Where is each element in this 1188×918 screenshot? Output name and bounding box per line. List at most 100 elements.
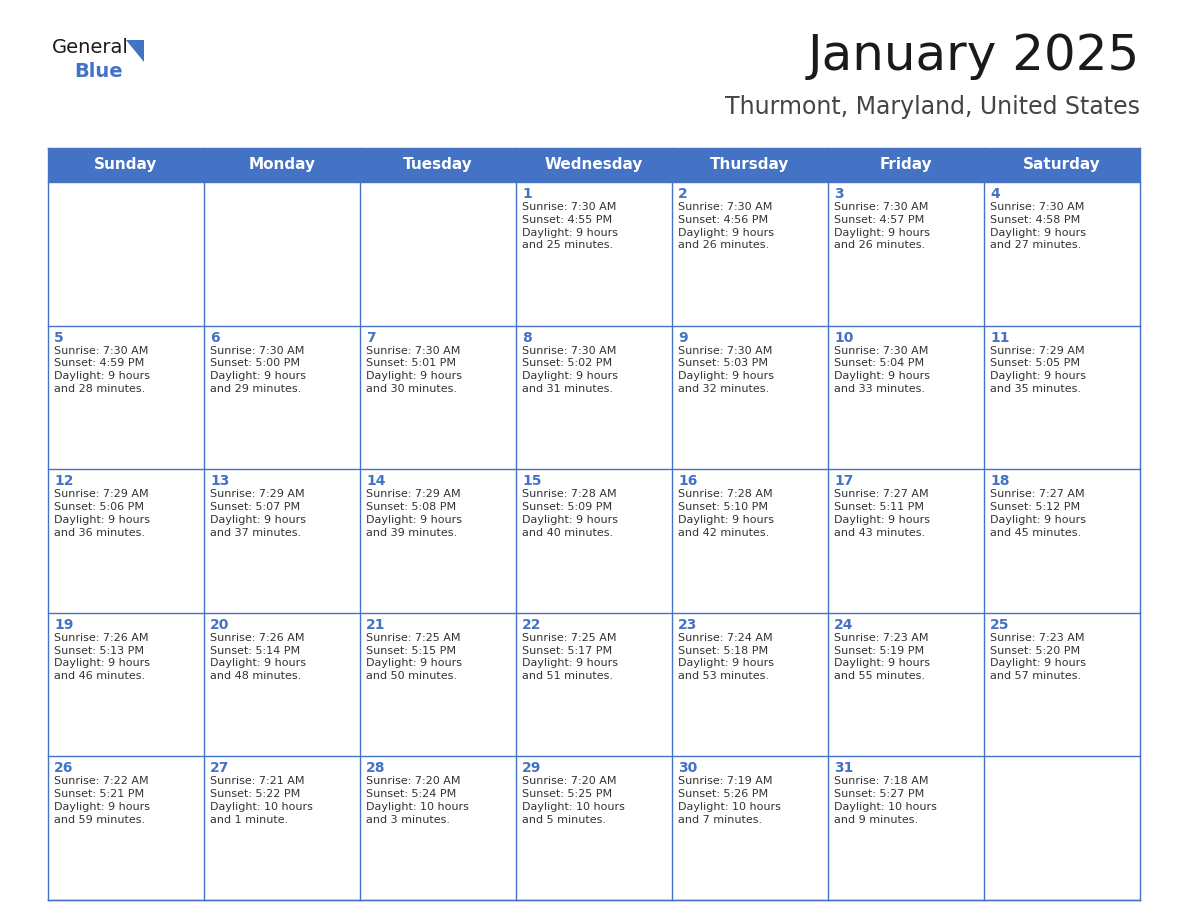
Bar: [984, 469, 1140, 613]
Polygon shape: [126, 40, 144, 62]
Bar: [984, 613, 1140, 756]
Text: 21: 21: [366, 618, 385, 632]
Text: 25: 25: [990, 618, 1010, 632]
Text: Sunrise: 7:30 AM
Sunset: 5:03 PM
Daylight: 9 hours
and 32 minutes.: Sunrise: 7:30 AM Sunset: 5:03 PM Dayligh…: [678, 345, 775, 394]
Bar: [984, 326, 1140, 469]
Text: Sunrise: 7:30 AM
Sunset: 4:56 PM
Daylight: 9 hours
and 26 minutes.: Sunrise: 7:30 AM Sunset: 4:56 PM Dayligh…: [678, 202, 775, 251]
Bar: [204, 469, 360, 613]
Text: Sunrise: 7:23 AM
Sunset: 5:19 PM
Daylight: 9 hours
and 55 minutes.: Sunrise: 7:23 AM Sunset: 5:19 PM Dayligh…: [834, 633, 930, 681]
Bar: [828, 182, 984, 326]
Text: 5: 5: [53, 330, 64, 344]
Text: 22: 22: [522, 618, 542, 632]
Text: 30: 30: [678, 761, 697, 776]
Bar: [204, 756, 360, 900]
Text: Sunrise: 7:30 AM
Sunset: 5:02 PM
Daylight: 9 hours
and 31 minutes.: Sunrise: 7:30 AM Sunset: 5:02 PM Dayligh…: [522, 345, 618, 394]
Text: Sunrise: 7:27 AM
Sunset: 5:11 PM
Daylight: 9 hours
and 43 minutes.: Sunrise: 7:27 AM Sunset: 5:11 PM Dayligh…: [834, 489, 930, 538]
Bar: [828, 326, 984, 469]
Bar: [204, 182, 360, 326]
Text: 26: 26: [53, 761, 74, 776]
Text: Sunrise: 7:29 AM
Sunset: 5:07 PM
Daylight: 9 hours
and 37 minutes.: Sunrise: 7:29 AM Sunset: 5:07 PM Dayligh…: [210, 489, 307, 538]
Text: Blue: Blue: [74, 62, 122, 81]
Bar: [516, 469, 672, 613]
Text: Sunrise: 7:28 AM
Sunset: 5:09 PM
Daylight: 9 hours
and 40 minutes.: Sunrise: 7:28 AM Sunset: 5:09 PM Dayligh…: [522, 489, 618, 538]
Text: Thursday: Thursday: [710, 158, 790, 173]
Text: Sunrise: 7:25 AM
Sunset: 5:15 PM
Daylight: 9 hours
and 50 minutes.: Sunrise: 7:25 AM Sunset: 5:15 PM Dayligh…: [366, 633, 462, 681]
Bar: [204, 613, 360, 756]
Text: Sunrise: 7:23 AM
Sunset: 5:20 PM
Daylight: 9 hours
and 57 minutes.: Sunrise: 7:23 AM Sunset: 5:20 PM Dayligh…: [990, 633, 1086, 681]
Text: Sunrise: 7:24 AM
Sunset: 5:18 PM
Daylight: 9 hours
and 53 minutes.: Sunrise: 7:24 AM Sunset: 5:18 PM Dayligh…: [678, 633, 775, 681]
Text: Sunrise: 7:26 AM
Sunset: 5:13 PM
Daylight: 9 hours
and 46 minutes.: Sunrise: 7:26 AM Sunset: 5:13 PM Dayligh…: [53, 633, 150, 681]
Text: 16: 16: [678, 475, 697, 488]
Bar: [516, 613, 672, 756]
Text: 12: 12: [53, 475, 74, 488]
Text: Sunrise: 7:19 AM
Sunset: 5:26 PM
Daylight: 10 hours
and 7 minutes.: Sunrise: 7:19 AM Sunset: 5:26 PM Dayligh…: [678, 777, 781, 824]
Bar: [672, 613, 828, 756]
Bar: [48, 756, 204, 900]
Text: Sunrise: 7:29 AM
Sunset: 5:06 PM
Daylight: 9 hours
and 36 minutes.: Sunrise: 7:29 AM Sunset: 5:06 PM Dayligh…: [53, 489, 150, 538]
Text: Sunrise: 7:18 AM
Sunset: 5:27 PM
Daylight: 10 hours
and 9 minutes.: Sunrise: 7:18 AM Sunset: 5:27 PM Dayligh…: [834, 777, 937, 824]
Text: 7: 7: [366, 330, 375, 344]
Text: Sunrise: 7:28 AM
Sunset: 5:10 PM
Daylight: 9 hours
and 42 minutes.: Sunrise: 7:28 AM Sunset: 5:10 PM Dayligh…: [678, 489, 775, 538]
Bar: [48, 326, 204, 469]
Text: 27: 27: [210, 761, 229, 776]
Text: Sunrise: 7:21 AM
Sunset: 5:22 PM
Daylight: 10 hours
and 1 minute.: Sunrise: 7:21 AM Sunset: 5:22 PM Dayligh…: [210, 777, 312, 824]
Text: Sunrise: 7:27 AM
Sunset: 5:12 PM
Daylight: 9 hours
and 45 minutes.: Sunrise: 7:27 AM Sunset: 5:12 PM Dayligh…: [990, 489, 1086, 538]
Text: General: General: [52, 38, 128, 57]
Text: 8: 8: [522, 330, 532, 344]
Text: 15: 15: [522, 475, 542, 488]
Bar: [360, 613, 516, 756]
Text: Tuesday: Tuesday: [403, 158, 473, 173]
Bar: [516, 756, 672, 900]
Text: Wednesday: Wednesday: [545, 158, 643, 173]
Bar: [672, 469, 828, 613]
Text: 23: 23: [678, 618, 697, 632]
Text: 24: 24: [834, 618, 853, 632]
Text: 31: 31: [834, 761, 853, 776]
Text: Sunrise: 7:22 AM
Sunset: 5:21 PM
Daylight: 9 hours
and 59 minutes.: Sunrise: 7:22 AM Sunset: 5:21 PM Dayligh…: [53, 777, 150, 824]
Bar: [360, 326, 516, 469]
Text: Sunrise: 7:25 AM
Sunset: 5:17 PM
Daylight: 9 hours
and 51 minutes.: Sunrise: 7:25 AM Sunset: 5:17 PM Dayligh…: [522, 633, 618, 681]
Text: Sunrise: 7:20 AM
Sunset: 5:25 PM
Daylight: 10 hours
and 5 minutes.: Sunrise: 7:20 AM Sunset: 5:25 PM Dayligh…: [522, 777, 625, 824]
Text: Sunrise: 7:29 AM
Sunset: 5:08 PM
Daylight: 9 hours
and 39 minutes.: Sunrise: 7:29 AM Sunset: 5:08 PM Dayligh…: [366, 489, 462, 538]
Text: 11: 11: [990, 330, 1010, 344]
Bar: [360, 756, 516, 900]
Bar: [48, 613, 204, 756]
Bar: [360, 182, 516, 326]
Bar: [984, 182, 1140, 326]
Text: 10: 10: [834, 330, 853, 344]
Bar: [672, 182, 828, 326]
Bar: [828, 756, 984, 900]
Text: Sunrise: 7:30 AM
Sunset: 4:58 PM
Daylight: 9 hours
and 27 minutes.: Sunrise: 7:30 AM Sunset: 4:58 PM Dayligh…: [990, 202, 1086, 251]
Text: January 2025: January 2025: [808, 32, 1140, 80]
Text: Friday: Friday: [879, 158, 933, 173]
Text: 18: 18: [990, 475, 1010, 488]
Bar: [828, 469, 984, 613]
Text: 14: 14: [366, 475, 385, 488]
Text: 19: 19: [53, 618, 74, 632]
Text: 9: 9: [678, 330, 688, 344]
Text: Sunrise: 7:30 AM
Sunset: 5:04 PM
Daylight: 9 hours
and 33 minutes.: Sunrise: 7:30 AM Sunset: 5:04 PM Dayligh…: [834, 345, 930, 394]
Bar: [48, 182, 204, 326]
Bar: [828, 613, 984, 756]
Text: Sunrise: 7:30 AM
Sunset: 5:00 PM
Daylight: 9 hours
and 29 minutes.: Sunrise: 7:30 AM Sunset: 5:00 PM Dayligh…: [210, 345, 307, 394]
Text: 6: 6: [210, 330, 220, 344]
Text: Sunday: Sunday: [94, 158, 158, 173]
Bar: [48, 469, 204, 613]
Text: 1: 1: [522, 187, 532, 201]
Text: 3: 3: [834, 187, 843, 201]
Bar: [672, 756, 828, 900]
Bar: [672, 326, 828, 469]
Text: 4: 4: [990, 187, 1000, 201]
Text: Thurmont, Maryland, United States: Thurmont, Maryland, United States: [725, 95, 1140, 119]
Text: 2: 2: [678, 187, 688, 201]
Text: Sunrise: 7:30 AM
Sunset: 4:55 PM
Daylight: 9 hours
and 25 minutes.: Sunrise: 7:30 AM Sunset: 4:55 PM Dayligh…: [522, 202, 618, 251]
Text: Sunrise: 7:30 AM
Sunset: 4:57 PM
Daylight: 9 hours
and 26 minutes.: Sunrise: 7:30 AM Sunset: 4:57 PM Dayligh…: [834, 202, 930, 251]
Text: 20: 20: [210, 618, 229, 632]
Text: Saturday: Saturday: [1023, 158, 1101, 173]
Bar: [360, 469, 516, 613]
Text: Sunrise: 7:26 AM
Sunset: 5:14 PM
Daylight: 9 hours
and 48 minutes.: Sunrise: 7:26 AM Sunset: 5:14 PM Dayligh…: [210, 633, 307, 681]
Text: Sunrise: 7:20 AM
Sunset: 5:24 PM
Daylight: 10 hours
and 3 minutes.: Sunrise: 7:20 AM Sunset: 5:24 PM Dayligh…: [366, 777, 469, 824]
Text: Monday: Monday: [248, 158, 316, 173]
Text: 29: 29: [522, 761, 542, 776]
Text: 13: 13: [210, 475, 229, 488]
